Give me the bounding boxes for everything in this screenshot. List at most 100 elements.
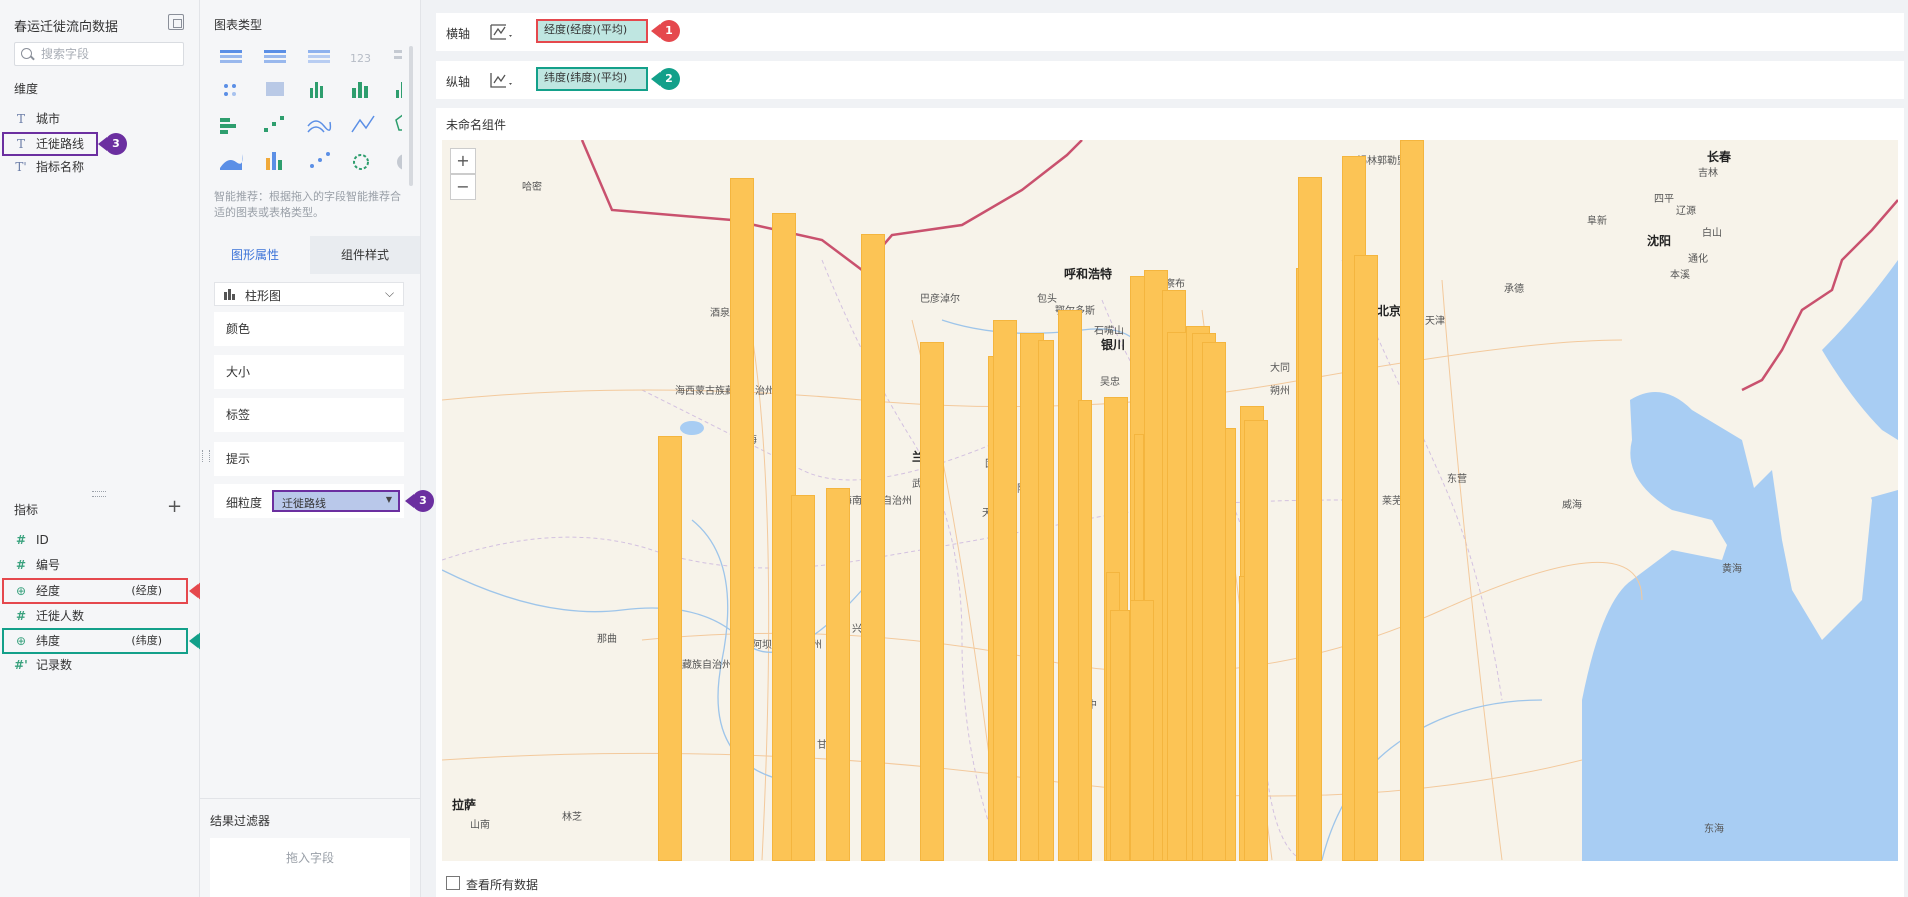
y-axis-bar: 纵轴 纬度(纬度)(平均) 2 [436, 61, 1904, 99]
column-chart-icon [223, 288, 235, 300]
map-bar[interactable] [791, 495, 815, 861]
geo-role: (纬度) [131, 634, 162, 647]
city-label: 庆阳 [1007, 484, 1027, 495]
multi-column-icon [396, 82, 402, 98]
resize-handle[interactable] [92, 491, 106, 497]
field-route[interactable]: T 迁徙路线 [2, 132, 98, 156]
filter-header: 结果过滤器 [210, 814, 271, 828]
granularity-label: 细粒度 [226, 496, 263, 510]
switch-dataset-icon[interactable] [168, 14, 184, 30]
map-bar[interactable] [1110, 610, 1130, 861]
tab-graphic-properties[interactable]: 图形属性 [200, 236, 310, 274]
field-id[interactable]: # ID [14, 529, 164, 551]
text-field-icon: T [16, 112, 25, 126]
map-bar[interactable] [1078, 400, 1092, 861]
map-bar[interactable] [1400, 140, 1424, 861]
map-bar[interactable] [993, 320, 1017, 861]
city-label: 北京 [1377, 304, 1402, 318]
field-code[interactable]: # 编号 [14, 554, 164, 576]
map-bar[interactable] [658, 436, 682, 861]
chart-config-panel: 图表类型 123 智能推荐：根据拖入的字段智能推荐合适的图表或表格类型。 图形属… [200, 0, 434, 897]
line-chart-icon [307, 120, 332, 133]
field-city[interactable]: T 城市 [14, 108, 164, 130]
city-label: 白山 [1702, 228, 1722, 239]
map-bar[interactable] [1202, 342, 1226, 861]
bubble-scatter-icon [310, 152, 330, 168]
measure-header: 指标 [14, 503, 39, 517]
field-longitude[interactable]: ⊕ 经度 (经度) [2, 578, 188, 604]
field-search[interactable] [14, 42, 184, 66]
map-bar[interactable] [861, 234, 885, 861]
map-bar[interactable] [1298, 177, 1322, 861]
city-label: 长春 [1707, 150, 1732, 164]
tab-component-style[interactable]: 组件样式 [340, 248, 389, 262]
table-chart-icon [220, 50, 242, 63]
y-axis-field-pill[interactable]: 纬度(纬度)(平均) [536, 67, 648, 91]
scrollbar[interactable] [409, 46, 413, 186]
map-bar[interactable] [826, 488, 850, 861]
map-bar[interactable] [1354, 255, 1378, 861]
sea-of-japan [1822, 260, 1898, 440]
resize-handle[interactable] [202, 450, 210, 462]
chart-type-value: 柱形图 [245, 289, 282, 303]
field-metric-name[interactable]: T' 指标名称 [14, 156, 164, 178]
map-bar[interactable] [920, 342, 944, 861]
field-migrants[interactable]: # 迁徙人数 [14, 605, 164, 627]
filter-placeholder: 拖入字段 [285, 851, 334, 865]
zoom-out-button[interactable]: − [450, 174, 476, 200]
funnel-chart-icon [353, 154, 369, 170]
city-label: 大同 [1270, 363, 1290, 374]
prop-tooltip[interactable]: 提示 [214, 442, 404, 476]
property-tabs: 图形属性 组件样式 [200, 236, 420, 274]
axis-type-icon[interactable] [488, 21, 514, 46]
city-label: 果洛藏族自治州 [662, 660, 732, 671]
map-canvas[interactable]: 锡林郭勒盟长春吉林四平辽源白山通化沈阳本溪哈密赤峰阜新呼和浩特乌兰察布包头巴彦淖… [442, 140, 1898, 861]
map-bar[interactable] [1244, 420, 1268, 861]
filter-dropzone[interactable]: 拖入字段 [210, 838, 410, 897]
city-label: 包头 [1037, 294, 1057, 305]
map-bar[interactable] [1038, 340, 1054, 861]
field-label: 纬度 [36, 634, 61, 648]
granularity-field[interactable]: 迁徙路线 ▼ [272, 490, 400, 512]
prop-size[interactable]: 大小 [214, 355, 404, 389]
scatter-bar-icon [310, 82, 323, 98]
scatter-icon [264, 116, 284, 132]
kpi-chart-icon: 123 [350, 52, 371, 65]
text-field-icon: T [16, 137, 25, 151]
zoom-in-button[interactable]: + [450, 148, 476, 174]
city-label: 山南 [470, 820, 490, 831]
axis-type-icon[interactable] [488, 69, 514, 94]
city-label: 酒泉 [710, 308, 730, 319]
search-input[interactable] [39, 46, 183, 62]
national-border [1741, 199, 1898, 392]
city-label: 沈阳 [1647, 234, 1672, 248]
lake [680, 421, 704, 435]
show-all-checkbox[interactable] [446, 876, 460, 890]
field-record-count[interactable]: #' 记录数 [14, 654, 164, 676]
radar-chart-icon [395, 114, 402, 131]
map-bar[interactable] [730, 178, 754, 861]
city-label: 东营 [1447, 474, 1467, 485]
field-label: ID [36, 533, 49, 547]
group-table-icon [264, 50, 286, 63]
field-label: 编号 [36, 558, 61, 572]
step-marker-1: 1 [651, 20, 684, 42]
chart-type-select[interactable]: 柱形图 ⌵ [214, 282, 404, 306]
national-border [580, 140, 1083, 272]
caret-down-icon: ▼ [385, 495, 392, 504]
field-panel: 春运迁徙流向数据 维度 T 城市 T 迁徙路线 3 T' 指标名称 指标 + #… [0, 0, 218, 897]
number-field-icon: # [15, 533, 27, 547]
city-label: 阜新 [1587, 216, 1607, 227]
field-label: 经度 [36, 584, 61, 598]
map-bar[interactable] [1130, 600, 1154, 861]
smart-hint: 智能推荐：根据拖入的字段智能推荐合适的图表或表格类型。 [214, 190, 401, 219]
field-latitude[interactable]: ⊕ 纬度 (纬度) [2, 628, 188, 654]
plus-icon[interactable]: + [167, 496, 183, 517]
city-label: 呼和浩特 [1064, 267, 1113, 281]
city-label: 林芝 [562, 812, 582, 823]
prop-label[interactable]: 标签 [214, 398, 404, 432]
prop-color[interactable]: 颜色 [214, 312, 404, 346]
city-label: 朔州 [1270, 386, 1290, 397]
city-label: 那曲 [597, 634, 617, 645]
x-axis-field-pill[interactable]: 经度(经度)(平均) [536, 19, 648, 43]
